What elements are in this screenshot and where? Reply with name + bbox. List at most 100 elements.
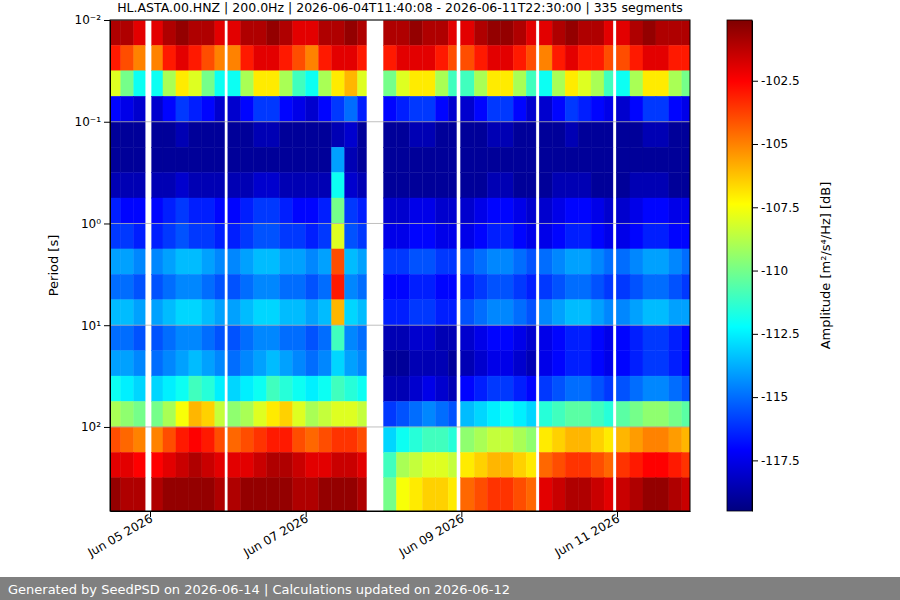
y-tick: 10⁻¹ <box>75 115 110 129</box>
cell <box>384 122 397 147</box>
cell <box>630 325 643 350</box>
y-tick-label: 10⁻¹ <box>75 115 102 129</box>
cell <box>435 274 448 299</box>
cell <box>293 300 306 325</box>
grid-line <box>110 325 690 326</box>
cell <box>396 198 409 223</box>
cell <box>254 122 267 147</box>
cell <box>396 45 409 70</box>
cell <box>448 401 456 426</box>
cell <box>241 122 254 147</box>
cell <box>121 452 134 477</box>
cell <box>396 96 409 121</box>
cell <box>110 427 121 452</box>
cell <box>435 300 448 325</box>
cell <box>306 223 319 248</box>
cell <box>669 401 682 426</box>
cell <box>332 452 345 477</box>
cell <box>656 122 669 147</box>
cell <box>526 223 536 248</box>
cell <box>306 300 319 325</box>
cell <box>643 300 656 325</box>
cell <box>474 147 487 172</box>
cell <box>526 376 536 401</box>
cell <box>254 452 267 477</box>
cell <box>176 274 189 299</box>
cell <box>552 223 565 248</box>
cell <box>254 274 267 299</box>
cell <box>345 478 358 511</box>
cell <box>254 20 267 45</box>
cell <box>306 478 319 511</box>
cell <box>241 96 254 121</box>
cell <box>332 427 345 452</box>
cell <box>110 122 121 147</box>
cell <box>202 249 215 274</box>
cell <box>474 300 487 325</box>
cell <box>578 96 591 121</box>
cell <box>384 351 397 376</box>
cell <box>121 351 134 376</box>
cell <box>669 249 682 274</box>
cell <box>163 173 176 198</box>
cell <box>215 274 225 299</box>
cell <box>591 478 604 511</box>
cell <box>409 223 422 248</box>
cell <box>552 351 565 376</box>
cell <box>254 96 267 121</box>
colorbar-tick-mark <box>752 334 758 335</box>
cell <box>630 147 643 172</box>
cell <box>591 147 604 172</box>
cell <box>500 376 513 401</box>
cell <box>152 376 163 401</box>
cell <box>215 198 225 223</box>
cell <box>189 376 202 401</box>
cell <box>152 122 163 147</box>
cell <box>500 198 513 223</box>
cell <box>384 401 397 426</box>
cell <box>228 351 241 376</box>
cell <box>487 452 500 477</box>
cell <box>121 147 134 172</box>
cell <box>461 300 475 325</box>
cell <box>332 71 345 96</box>
cell <box>616 452 630 477</box>
cell <box>384 478 397 511</box>
cell <box>176 198 189 223</box>
cell <box>565 325 578 350</box>
cell <box>604 452 613 477</box>
colorbar-tick-label: -115 <box>761 390 788 404</box>
cell <box>552 274 565 299</box>
cell <box>319 274 332 299</box>
cell <box>319 223 332 248</box>
cell <box>215 401 225 426</box>
cell <box>591 401 604 426</box>
colorbar-tick-label: -117.5 <box>761 454 800 468</box>
cell <box>280 223 293 248</box>
cell <box>669 198 682 223</box>
cell <box>215 223 225 248</box>
cell <box>345 427 358 452</box>
colorbar-tick-mark <box>752 460 758 461</box>
cell <box>461 478 475 511</box>
cell <box>513 96 526 121</box>
cell <box>513 427 526 452</box>
cell <box>267 249 280 274</box>
cell <box>565 376 578 401</box>
cell <box>134 96 145 121</box>
cell <box>604 325 613 350</box>
cell <box>189 274 202 299</box>
cell <box>682 96 690 121</box>
cell <box>513 452 526 477</box>
y-tick-label: 10¹ <box>81 319 101 333</box>
cell <box>409 45 422 70</box>
cell <box>134 147 145 172</box>
cell <box>643 173 656 198</box>
cell <box>565 147 578 172</box>
colorbar-tick: -105 <box>752 137 788 151</box>
cell <box>552 249 565 274</box>
cell <box>176 122 189 147</box>
cell <box>409 198 422 223</box>
cell <box>228 300 241 325</box>
cell <box>152 351 163 376</box>
